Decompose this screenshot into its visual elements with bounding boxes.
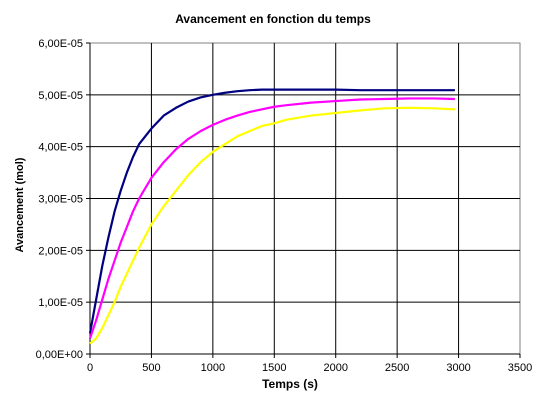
- x-tick-label: 3500: [508, 362, 532, 374]
- series-line-2: [88, 97, 455, 339]
- x-tick-label: 500: [142, 362, 160, 374]
- x-axis-label: Temps (s): [262, 377, 318, 391]
- series-line-1: [88, 88, 455, 334]
- x-tick-label: 1000: [201, 362, 225, 374]
- x-tick-label: 1500: [262, 362, 286, 374]
- y-tick-label: 6,00E-05: [38, 38, 83, 50]
- y-tick-label: 3,00E-05: [38, 194, 83, 206]
- y-tick-label: 2,00E-05: [38, 245, 83, 257]
- y-tick-label: 5,00E-05: [38, 90, 83, 102]
- y-axis-label: Avancement (mol): [14, 157, 26, 253]
- x-tick-label: 3000: [446, 362, 470, 374]
- x-tick-label: 0: [87, 362, 93, 374]
- y-tick-label: 4,00E-05: [38, 142, 83, 154]
- x-tick-label: 2500: [385, 362, 409, 374]
- y-tick-label: 1,00E-05: [38, 297, 83, 309]
- series-line-3: [89, 106, 455, 345]
- y-tick-label: 0,00E+00: [36, 349, 83, 361]
- x-tick-label: 2000: [323, 362, 347, 374]
- chart-title: Avancement en fonction du temps: [175, 12, 371, 26]
